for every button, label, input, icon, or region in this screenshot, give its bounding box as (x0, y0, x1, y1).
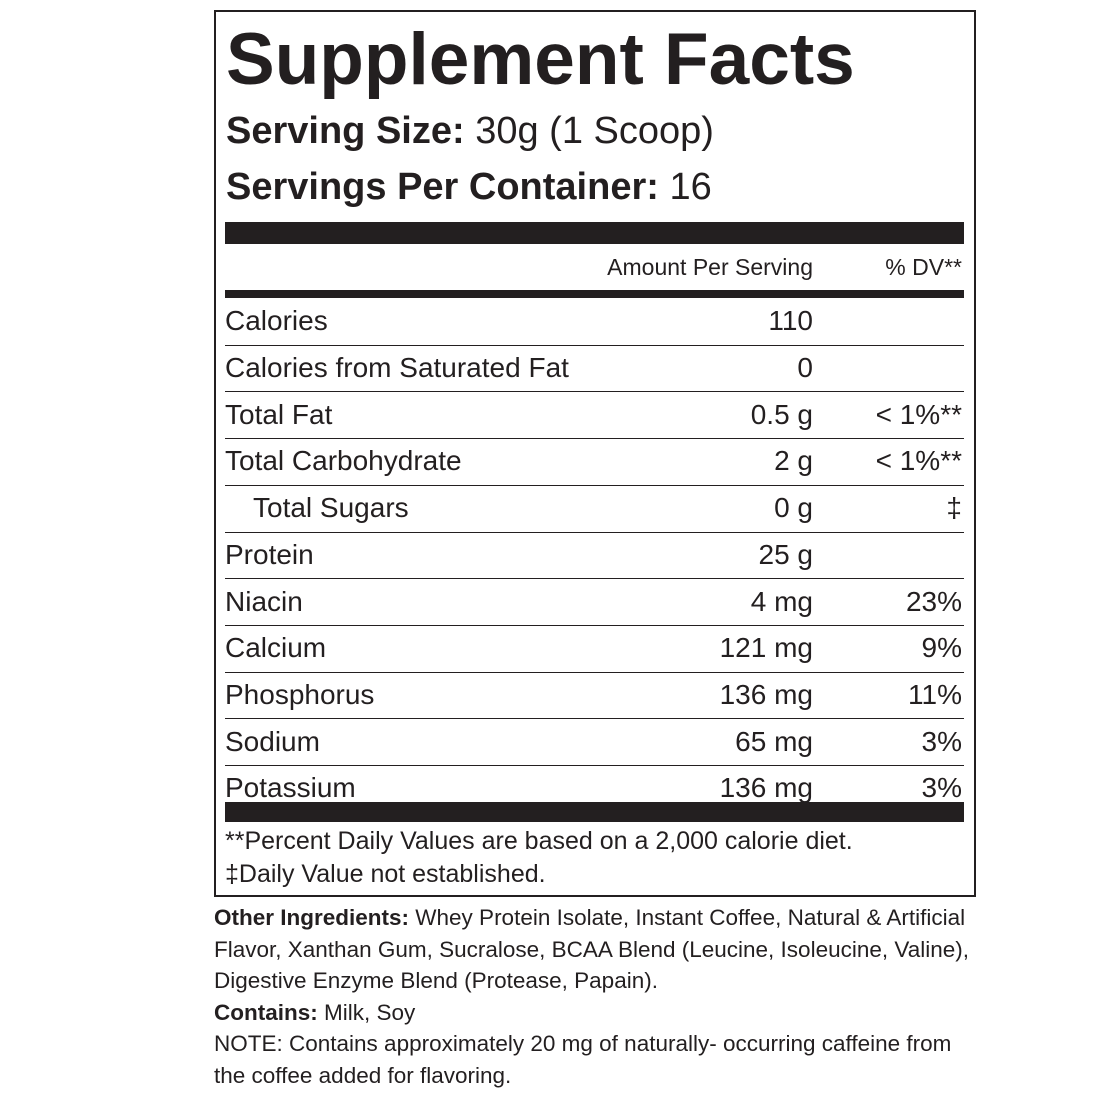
text: Milk, Soy (324, 999, 416, 1025)
title: Supplement Facts (226, 19, 855, 100)
nutrient-name: Sodium (225, 725, 320, 757)
amount: 4 mg (750, 585, 813, 617)
label: Contains: (214, 999, 318, 1025)
servings-value: 16 (669, 166, 712, 208)
thick-rule (225, 222, 964, 244)
amount: 0.5 g (750, 398, 813, 430)
row-rule (225, 765, 964, 766)
amount: 136 mg (719, 772, 813, 804)
amount: 25 g (758, 538, 814, 570)
row-rule (225, 391, 964, 393)
nutrient-name: Phosphorus (225, 678, 375, 710)
serving-size: Serving Size: 30g (1 Scoop) (226, 108, 714, 154)
nutrient-name: Protein (225, 538, 314, 570)
nutrient-name: Total Sugars (253, 492, 409, 524)
amount: 65 mg (735, 725, 813, 757)
amount: 0 g (774, 492, 813, 524)
column-header: % DV** (885, 254, 962, 280)
nutrient-name: Calcium (225, 632, 327, 664)
row-rule (225, 671, 964, 673)
daily-value: ‡ (946, 492, 962, 524)
amount: 121 mg (719, 632, 813, 664)
thick-rule (225, 290, 964, 298)
amount: 136 mg (719, 678, 813, 710)
nutrient-name: Total Carbohydrate (225, 445, 462, 477)
row-rule (225, 531, 964, 533)
row-rule (225, 438, 964, 440)
nutrient-name: Niacin (225, 585, 303, 617)
serving-size-value: 30g (1 Scoop) (475, 110, 714, 152)
row-rule (225, 344, 964, 346)
footnote: **Percent Daily Values are based on a 2,… (225, 827, 853, 855)
row-rule (225, 484, 964, 486)
nutrient-name: Potassium (225, 772, 356, 804)
column-header: Amount Per Serving (607, 254, 813, 280)
footnote: ‡Daily Value not established. (225, 860, 546, 888)
daily-value: 9% (921, 632, 962, 664)
daily-value: < 1%** (875, 398, 962, 430)
amount: 110 (768, 305, 813, 337)
row-rule (225, 578, 964, 580)
nutrient-name: Total Fat (225, 398, 333, 430)
amount: 2 g (774, 445, 813, 477)
note: NOTE: Contains approximately 20 mg of na… (214, 1031, 952, 1088)
daily-value: 3% (921, 725, 962, 757)
daily-value: 11% (908, 678, 962, 710)
ingredients: Other Ingredients: Whey Protein Isolate,… (214, 902, 974, 1091)
label: Other Ingredients: (214, 905, 410, 930)
contains: Contains: Milk, Soy (214, 997, 974, 1029)
daily-value: 23% (905, 585, 962, 617)
serving-size-label: Serving Size: (226, 110, 465, 152)
row-rule (225, 624, 964, 626)
other-ingredients: Other Ingredients: Whey Protein Isolate,… (214, 902, 974, 997)
servings-label: Servings Per Container: (226, 166, 659, 208)
amount: 0 (797, 352, 813, 384)
daily-value: 3% (921, 772, 962, 804)
servings: Servings Per Container: 16 (226, 164, 712, 210)
daily-value: < 1%** (875, 445, 962, 477)
nutrient-name: Calories (225, 305, 328, 337)
text: Whey Protein Isolate, Instant Coffee, Na… (214, 905, 969, 993)
facts-box (214, 10, 976, 897)
nutrient-name: Calories from Saturated Fat (225, 352, 569, 384)
row-rule (225, 718, 964, 720)
thick-rule (225, 802, 964, 822)
